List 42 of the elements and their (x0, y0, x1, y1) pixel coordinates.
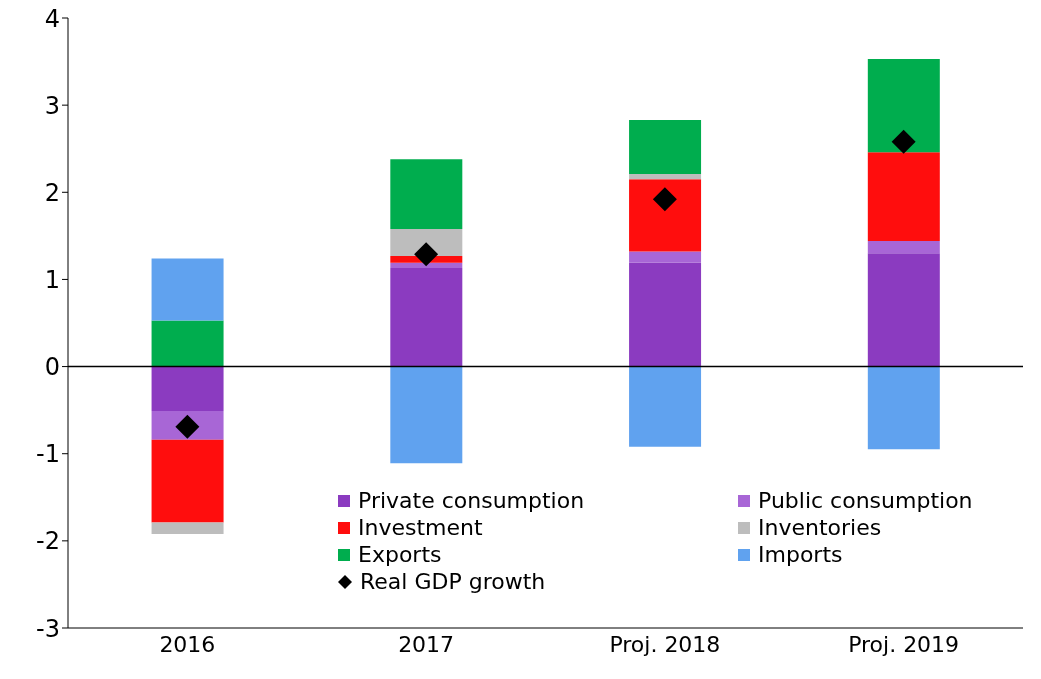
x-tick-label: 2016 (159, 631, 216, 657)
bar (151, 439, 224, 523)
bar (390, 159, 463, 229)
legend-label: Exports (358, 542, 442, 567)
y-tick-label: 2 (44, 178, 60, 207)
legend-label: Investment (358, 515, 483, 540)
bar (151, 366, 224, 412)
legend-label: Public consumption (758, 488, 973, 513)
bar (629, 119, 702, 174)
bar (867, 152, 940, 242)
legend-label: Inventories (758, 515, 882, 540)
y-tick-label: 4 (44, 4, 60, 33)
bar (151, 522, 224, 534)
bar (629, 173, 702, 180)
y-tick-label: -2 (36, 527, 60, 556)
bar (629, 366, 702, 447)
bar (151, 320, 224, 367)
legend-label: Imports (758, 542, 843, 567)
bar (867, 366, 940, 450)
point (652, 187, 677, 212)
x-tick-label: 2017 (398, 631, 455, 657)
x-tick-label: Proj. 2019 (848, 631, 960, 657)
bar (390, 262, 463, 269)
point (891, 129, 916, 154)
bar (867, 58, 940, 153)
legend-label: Real GDP growth (360, 569, 546, 594)
bar (867, 241, 940, 254)
legend-label: Private consumption (358, 488, 585, 513)
bar (151, 258, 224, 321)
bar (390, 366, 463, 464)
bar (390, 228, 463, 256)
y-tick-label: 3 (44, 91, 60, 120)
bar (867, 253, 940, 367)
bar (629, 179, 702, 252)
bar (629, 262, 702, 367)
y-tick-label: -1 (36, 440, 60, 469)
y-tick-label: 0 (44, 353, 60, 382)
bar (390, 268, 463, 367)
x-tick-label: Proj. 2018 (609, 631, 721, 657)
y-tick-label: 1 (44, 265, 60, 294)
bar (629, 251, 702, 263)
y-tick-label: -3 (36, 614, 60, 643)
